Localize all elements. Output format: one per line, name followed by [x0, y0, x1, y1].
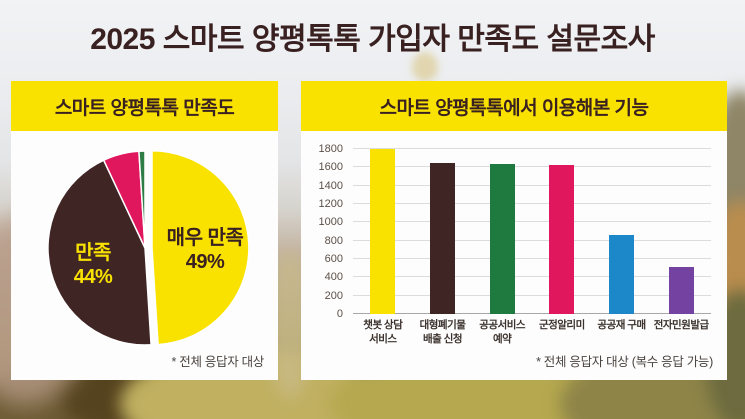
pie-slice-3 — [138, 150, 146, 249]
gridline — [353, 221, 711, 223]
y-axis-tick-label: 1600 — [318, 161, 343, 174]
bar-3 — [549, 164, 575, 314]
bar-column-2: 공공서비스 예약 — [472, 149, 532, 345]
gridline — [353, 166, 711, 168]
y-axis-tick-label: 1200 — [318, 198, 343, 210]
x-axis-label-3: 군정알리미 — [538, 319, 585, 331]
y-axis-tick-label: 1400 — [318, 179, 343, 192]
features-footnote: * 전체 응답자 대상 (복수 응답 가능) — [536, 355, 713, 369]
pie-slice-label: 만족 44% — [73, 242, 113, 288]
y-axis-tick-labels: 0 200 400 600 800 1000 1200 1400 1600 1800 — [301, 143, 347, 320]
y-axis-tick-label: 600 — [324, 253, 343, 265]
y-axis-tick-label: 200 — [324, 289, 343, 302]
bar-column-3: 군정알리미 — [532, 149, 592, 331]
satisfaction-footnote: * 전체 응답자 대상 — [171, 355, 265, 369]
satisfaction-pie-chart: 매우 만족 49% 만족 44% — [11, 131, 278, 380]
bar-plot-area: 챗봇 상담 서비스 대형폐기물 배출 신청 공공서비스 예약 군정알리미 공공재 구매 전… — [353, 148, 711, 345]
bar-0 — [370, 149, 396, 314]
bar-column-5: 전자민원발급 — [651, 149, 711, 331]
bar-2 — [489, 163, 515, 314]
features-bar-chart: 0 200 400 600 800 1000 1200 1400 1600 1800 챗봇 상담 … — [301, 131, 727, 380]
x-axis-label-1: 대형폐기물 배출 신청 — [419, 319, 466, 345]
gridline — [353, 184, 711, 186]
bar-column-4: 공공재 구매 — [592, 149, 652, 331]
x-axis-label-0: 챗봇 상담 서비스 — [363, 319, 403, 345]
bar-4 — [609, 235, 635, 314]
pie-slice-0 — [151, 150, 250, 346]
y-axis-tick-label: 800 — [324, 234, 343, 247]
features-panel: 스마트 양평톡톡에서 이용해본 기능 0 200 400 600 800 1000 1200… — [301, 81, 727, 380]
gridline — [353, 203, 711, 204]
satisfaction-panel-header: 스마트 양평톡톡 만족도 — [11, 81, 278, 131]
y-axis-tick-label: 1000 — [318, 216, 343, 229]
page-title: 2025 스마트 양평톡톡 가입자 만족도 설문조사 — [90, 23, 655, 56]
x-axis-label-2: 공공서비스 예약 — [479, 319, 526, 345]
gridline — [353, 294, 711, 296]
bar-5 — [668, 267, 694, 314]
gridline — [353, 258, 711, 259]
gridline — [353, 313, 711, 314]
pie-svg — [47, 150, 250, 346]
y-axis-tick-label: 1800 — [318, 143, 343, 155]
satisfaction-panel: 스마트 양평톡톡 만족도 매우 만족 49% 만족 44% * 전체 응답자 대상 — [11, 81, 278, 380]
y-axis-tick-label: 0 — [336, 308, 343, 320]
features-panel-body: 0 200 400 600 800 1000 1200 1400 1600 1800 챗봇 상담 … — [301, 131, 727, 380]
gridline — [353, 148, 711, 149]
bar-columns: 챗봇 상담 서비스 대형폐기물 배출 신청 공공서비스 예약 군정알리미 공공재 구매 전… — [353, 149, 711, 345]
x-axis-label-5: 전자민원발급 — [653, 319, 709, 331]
pie-slice-label: 매우 만족 49% — [166, 227, 244, 273]
features-panel-header: 스마트 양평톡톡에서 이용해본 기능 — [301, 81, 727, 131]
bar-1 — [430, 162, 455, 314]
satisfaction-panel-body: 매우 만족 49% 만족 44% * 전체 응답자 대상 — [11, 131, 278, 380]
bar-column-1: 대형폐기물 배출 신청 — [413, 149, 473, 345]
y-axis-tick-label: 400 — [324, 271, 343, 284]
leaf-blob — [412, 52, 438, 82]
gridline — [353, 239, 711, 241]
x-axis-label-4: 공공재 구매 — [597, 319, 646, 331]
gridline — [353, 276, 711, 278]
bar-column-0: 챗봇 상담 서비스 — [353, 149, 413, 345]
